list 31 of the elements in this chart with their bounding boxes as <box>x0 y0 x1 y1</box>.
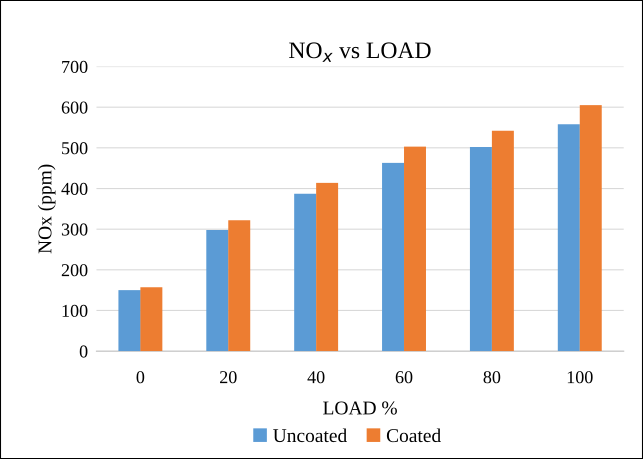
x-tick-label: 20 <box>220 371 237 384</box>
y-tick-label: 500 <box>62 142 88 154</box>
y-tick-label: 200 <box>62 264 88 276</box>
bar <box>316 182 338 352</box>
bar <box>294 194 316 352</box>
bar <box>140 287 162 352</box>
bar <box>228 220 250 352</box>
bar <box>580 105 602 352</box>
x-tick-label: 0 <box>136 371 144 384</box>
bar <box>206 230 228 352</box>
x-tick-label: 40 <box>307 371 324 384</box>
bar <box>470 147 492 352</box>
y-tick-label: 300 <box>62 223 88 236</box>
bar <box>118 290 140 352</box>
chart-title: NO$_{x}$ vs LOAD <box>289 42 431 62</box>
y-tick-label: 700 <box>62 60 88 73</box>
legend-label: Coated <box>386 428 441 442</box>
y-tick-label: 100 <box>62 304 88 317</box>
y-axis-title: NOx (ppm) <box>38 164 56 254</box>
x-tick-label: 100 <box>568 371 593 384</box>
y-tick-label: 400 <box>61 182 88 195</box>
bar <box>492 130 514 352</box>
x-tick-label: 80 <box>484 371 500 384</box>
bar <box>404 146 426 352</box>
y-tick-label: 600 <box>62 101 88 114</box>
x-axis-title: LOAD % <box>323 401 397 415</box>
bar <box>382 162 404 352</box>
legend-label: Uncoated <box>273 428 347 442</box>
bar <box>558 124 580 352</box>
x-tick-label: 60 <box>396 371 412 384</box>
y-tick-label: 0 <box>80 345 88 358</box>
